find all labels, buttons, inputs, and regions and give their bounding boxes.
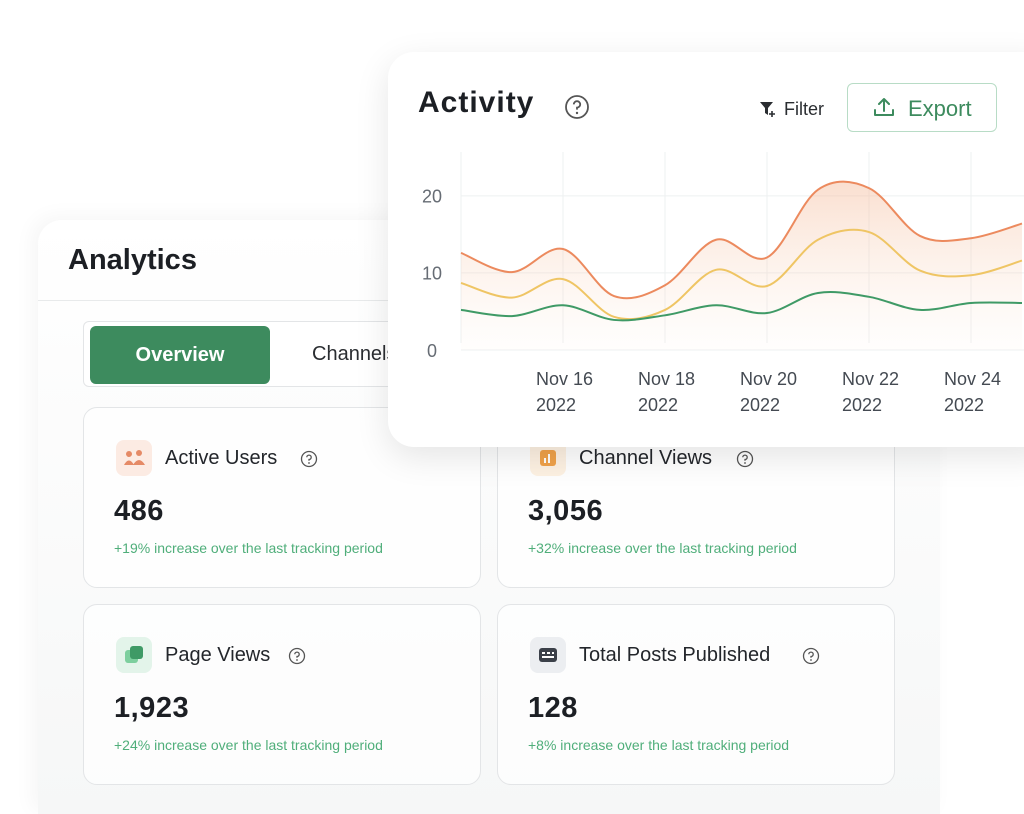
export-label[interactable]: Export [908, 96, 972, 121]
help-icon[interactable] [288, 647, 306, 665]
x-tick-label: Nov 24 2022 [944, 369, 1002, 415]
y-tick-label: 0 [427, 341, 437, 361]
help-icon[interactable] [736, 450, 754, 468]
x-tick-label: Nov 16 2022 [536, 369, 594, 415]
x-tick-label: Nov 18 2022 [638, 369, 696, 415]
export-button[interactable]: Export [847, 83, 997, 132]
help-icon[interactable] [802, 647, 820, 665]
stat-change: +24% increase over the last tracking per… [114, 737, 383, 753]
series-line [460, 180, 1023, 300]
panel-title: Analytics [68, 244, 197, 276]
stat-label: Active Users [165, 447, 278, 469]
y-tick-label: 20 [422, 187, 442, 207]
help-icon[interactable] [564, 94, 590, 120]
activity-card: 0 10 20 Activity Filter Export Nov 16 2022… [388, 52, 1024, 447]
stat-card: Page Views 1,923 +24% increase over the … [83, 604, 481, 785]
tab-overview[interactable]: Overview [90, 326, 270, 384]
stat-label: Channel Views [579, 447, 713, 469]
stat-value: 486 [114, 495, 164, 527]
stat-icon [116, 637, 152, 673]
tab-channels[interactable]: Channels [312, 343, 397, 365]
stat-value: 3,056 [528, 495, 604, 527]
stat-value: 128 [528, 692, 578, 724]
filter-icon[interactable] [759, 101, 779, 119]
series-line [460, 291, 1023, 322]
stat-icon [530, 440, 566, 476]
series-line [460, 228, 1023, 321]
stat-value: 1,923 [114, 692, 190, 724]
stat-change: +8% increase over the last tracking peri… [528, 737, 790, 753]
stat-change: +32% increase over the last tracking per… [528, 540, 797, 556]
export-icon [874, 98, 894, 116]
stat-label: Page Views [165, 644, 271, 666]
stat-card: Total Posts Published 128 +8% increase o… [497, 604, 895, 785]
y-tick-label: 10 [422, 264, 442, 284]
stat-icon [530, 637, 566, 673]
stat-label: Total Posts Published [579, 644, 771, 666]
chart-title: Activity [418, 86, 535, 119]
activity-chart: 0 10 20 [422, 152, 1024, 361]
filter-button[interactable]: Filter [784, 99, 824, 119]
x-tick-label: Nov 20 2022 [740, 369, 798, 415]
help-icon[interactable] [300, 450, 318, 468]
series-area [461, 181, 1022, 350]
stat-icon [116, 440, 152, 476]
stat-change: +19% increase over the last tracking per… [114, 540, 383, 556]
x-tick-label: Nov 22 2022 [842, 369, 900, 415]
